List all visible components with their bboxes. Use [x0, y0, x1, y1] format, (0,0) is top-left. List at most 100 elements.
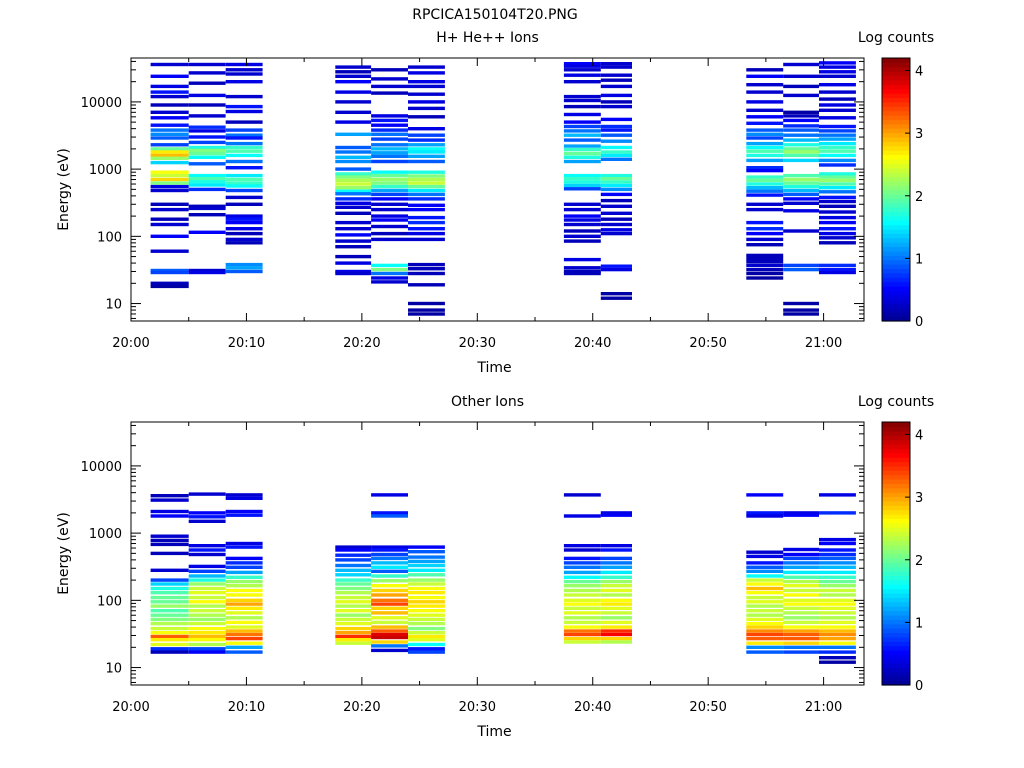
heatmap-cell [225, 136, 263, 140]
heatmap-cell [746, 175, 784, 179]
heatmap-cell [746, 629, 784, 633]
heatmap-cell [371, 170, 408, 174]
heatmap-cell [225, 269, 263, 274]
heatmap-cell [600, 228, 632, 232]
heatmap-cell [371, 569, 408, 573]
heatmap-cell [783, 124, 819, 128]
heatmap-cell [188, 148, 226, 153]
heatmap-cell [563, 68, 601, 72]
heatmap-cell [783, 267, 819, 272]
colorbar-segment [882, 658, 910, 664]
heatmap-cell [188, 586, 226, 591]
colorbar-segment [882, 132, 910, 138]
heatmap-cell [371, 593, 408, 597]
x-tick-label: 20:20 [343, 336, 380, 351]
colorbar-segment [882, 150, 910, 155]
heatmap-cell [600, 292, 632, 296]
heatmap-cell [783, 552, 819, 557]
heatmap-cell [600, 62, 632, 66]
heatmap-cell [188, 631, 226, 635]
heatmap-cell [188, 180, 226, 184]
heatmap-cell [563, 214, 601, 218]
heatmap-cell [600, 544, 632, 548]
heatmap-cell [819, 215, 856, 220]
heatmap-cell [563, 640, 601, 644]
colorbar-segment [882, 514, 910, 519]
heatmap-cell [408, 638, 445, 642]
heatmap-cell [150, 110, 189, 114]
heatmap-cell [225, 149, 263, 153]
colorbar-segment [882, 422, 910, 427]
heatmap-cell [150, 184, 189, 189]
heatmap-cell [600, 180, 632, 184]
x-tick-label: 20:50 [689, 336, 726, 351]
heatmap-cell [335, 172, 372, 176]
heatmap-cell [819, 141, 856, 146]
colorbar-segment [882, 202, 910, 208]
heatmap-cell [150, 604, 189, 608]
heatmap-cell [188, 183, 226, 187]
heatmap-cell [371, 218, 408, 222]
heatmap-cell [371, 276, 408, 280]
heatmap-cell [225, 220, 263, 225]
colorbar-segment [882, 557, 910, 563]
heatmap-cell [563, 269, 601, 274]
heatmap-cell [188, 569, 226, 573]
heatmap-cell [371, 151, 408, 155]
heatmap-cell [225, 166, 263, 170]
heatmap-cell [150, 494, 189, 498]
heatmap-cell [335, 159, 372, 164]
heatmap-cell [600, 584, 632, 588]
colorbar-segment [882, 110, 910, 116]
heatmap-cell [783, 625, 819, 629]
heatmap-cell [600, 117, 632, 122]
heatmap-cell [408, 92, 445, 96]
heatmap-cell [783, 181, 819, 185]
heatmap-cell [746, 263, 784, 268]
heatmap-cell [600, 222, 632, 227]
heatmap-cell [563, 112, 601, 117]
y-tick-label: 1000 [89, 163, 122, 178]
heatmap-cell [225, 650, 263, 654]
heatmap-cell [563, 636, 601, 641]
heatmap-cell [371, 648, 408, 653]
heatmap-cell [408, 227, 445, 231]
heatmap-cell [150, 103, 189, 107]
colorbar-segment [882, 136, 910, 142]
heatmap-cell [746, 271, 784, 276]
colorbar-segment [882, 430, 910, 436]
heatmap-cell [408, 220, 445, 225]
heatmap-cell [563, 187, 601, 191]
colorbar-segment [882, 518, 910, 524]
heatmap-cell [746, 617, 784, 622]
heatmap-cell [746, 202, 784, 206]
heatmap-cell [335, 621, 372, 626]
heatmap-cell [150, 600, 189, 604]
heatmap-cell [563, 493, 601, 497]
heatmap-cell [783, 118, 819, 123]
heatmap-cell [188, 544, 226, 548]
heatmap-cell [225, 120, 263, 124]
heatmap-cell [783, 158, 819, 163]
heatmap-cell [335, 65, 372, 69]
heatmap-cell [783, 632, 819, 637]
heatmap-cell [408, 604, 445, 608]
colorbar-segment [882, 237, 910, 243]
heatmap-cell [783, 84, 819, 89]
heatmap-cell [600, 183, 632, 188]
heatmap-cell [225, 632, 263, 637]
heatmap-cell [371, 629, 408, 633]
heatmap-cell [819, 620, 856, 625]
heatmap-cell [335, 186, 372, 190]
heatmap-cell [783, 201, 819, 205]
heatmap-cell [225, 598, 263, 602]
colorbar-segment [882, 601, 910, 607]
colorbar-segment [882, 307, 910, 313]
heatmap-cell [746, 582, 784, 586]
heatmap-cell [335, 120, 372, 124]
heatmap-cell [150, 595, 189, 600]
heatmap-cell [371, 181, 408, 185]
heatmap-cell [188, 617, 226, 622]
x-tick-label: 21:00 [805, 336, 842, 351]
heatmap-cell [408, 170, 445, 174]
